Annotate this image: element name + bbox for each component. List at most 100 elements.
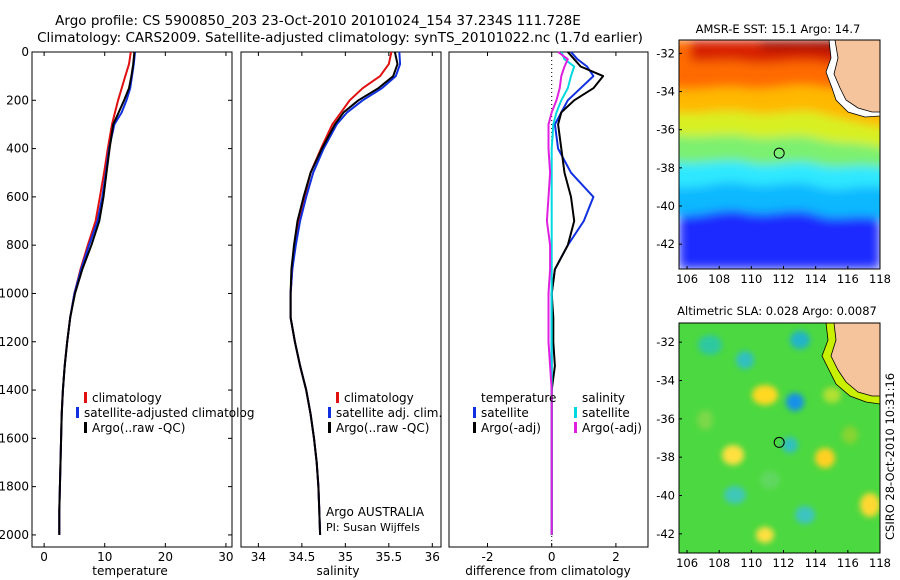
sst-map-frame <box>678 39 881 270</box>
map-y-tick-label: -38 <box>656 450 675 464</box>
x-tick-label: 20 <box>158 550 173 564</box>
sst-x-ticks: 106 108 110 112 114 116 118 <box>676 266 891 286</box>
legend-swatch-temp-satellite <box>473 407 476 418</box>
y-tick-label: 1200 <box>0 335 29 349</box>
series-line-argo-raw-qc- <box>58 51 136 535</box>
y-tick-label: 200 <box>6 93 29 107</box>
sst-map-panel: AMSR-E SST: 15.1 Argo: 14.7 106 108 1 <box>656 22 891 286</box>
temperature-y-ticks: 0 200 400 600 800 1000 1200 1400 1600 1800 2000 <box>0 45 232 542</box>
difference-x-label: difference from climatology <box>465 564 631 578</box>
legend-label-climatology: climatology <box>344 391 414 405</box>
y-tick-label: 1400 <box>0 383 29 397</box>
map-x-tick-label: 114 <box>805 556 827 570</box>
map-x-tick-label: 110 <box>740 272 762 286</box>
legend-swatch-satellite-adjusted <box>76 407 79 418</box>
temperature-legend: climatology satellite-adjusted climatolo… <box>76 391 254 435</box>
salinity-x-ticks: 34 34.5 35 35.5 36 <box>251 52 440 564</box>
annotation-pi: PI: Susan Wijffels <box>326 521 420 534</box>
x-tick-label: -2 <box>482 550 494 564</box>
legend-swatch-sal-satellite <box>574 407 577 418</box>
map-x-tick-label: 112 <box>773 272 795 286</box>
difference-legend: temperature satellite Argo(-adj) salinit… <box>473 391 642 435</box>
sla-argo-marker <box>773 436 785 448</box>
x-tick-label: 34.5 <box>289 550 316 564</box>
difference-panel: -2 0 2 difference from climatology tempera… <box>448 51 649 578</box>
map-x-tick-label: 114 <box>805 272 827 286</box>
series-line-satellite-adjusted-climatolog <box>58 51 136 535</box>
legend-label-sal-satellite: satellite <box>582 406 630 420</box>
sst-map-title: AMSR-E SST: 15.1 Argo: 14.7 <box>696 22 861 36</box>
sla-map-panel: Altimetric SLA: 0.028 Argo: 0.0087 <box>656 304 891 570</box>
salinity-axes-frame <box>240 51 442 548</box>
map-y-tick-label: -42 <box>656 237 675 251</box>
map-y-tick-label: -32 <box>656 46 675 60</box>
y-tick-label: 1600 <box>0 431 29 445</box>
sst-field <box>679 40 880 269</box>
map-y-tick-label: -32 <box>656 335 675 349</box>
legend-label-temp-satellite: satellite <box>481 406 529 420</box>
temperature-panel: 0 10 20 30 0 200 400 600 800 1000 1200 1400 1600 180… <box>0 45 254 578</box>
map-x-tick-label: 112 <box>773 556 795 570</box>
difference-x-ticks: -2 0 2 <box>482 52 620 564</box>
temperature-axes-frame <box>31 51 233 548</box>
legend-swatch-argo <box>328 422 331 433</box>
sst-y-ticks: -32 -34 -36 -38 -40 -42 <box>656 46 682 251</box>
legend-title-salinity: salinity <box>582 391 625 405</box>
annotation-argo-australia: Argo AUSTRALIA <box>326 505 425 519</box>
map-y-tick-label: -36 <box>656 412 675 426</box>
difference-axes-frame <box>448 51 649 548</box>
map-x-tick-label: 118 <box>869 272 891 286</box>
map-y-tick-label: -38 <box>656 161 675 175</box>
map-x-tick-label: 118 <box>869 556 891 570</box>
legend-label-satellite-adj: satellite adj. clim. <box>336 406 442 420</box>
map-y-tick-label: -34 <box>656 85 675 99</box>
map-y-tick-label: -34 <box>656 374 675 388</box>
series-line-temperature-argo-adj- <box>550 51 605 535</box>
map-x-tick-label: 116 <box>837 556 859 570</box>
y-tick-label: 600 <box>6 190 29 204</box>
y-tick-label: 800 <box>6 238 29 252</box>
x-tick-label: 30 <box>218 550 233 564</box>
temperature-lines <box>58 51 136 535</box>
legend-swatch-climatology <box>336 392 339 403</box>
x-tick-label: 2 <box>612 550 620 564</box>
sla-map-title: Altimetric SLA: 0.028 Argo: 0.0087 <box>677 304 877 318</box>
legend-swatch-argo <box>84 422 87 433</box>
y-tick-label: 400 <box>6 142 29 156</box>
figure-title-line2: Climatology: CARS2009. Satellite-adjuste… <box>37 30 643 46</box>
y-tick-label: 1000 <box>0 286 29 300</box>
legend-title-temperature: temperature <box>481 391 556 405</box>
map-x-tick-label: 106 <box>676 272 698 286</box>
y-tick-label: 2000 <box>0 528 29 542</box>
legend-label-satellite-adjusted: satellite-adjusted climatolog <box>84 406 254 420</box>
map-x-tick-label: 108 <box>708 556 730 570</box>
sla-land <box>830 323 880 397</box>
map-y-tick-label: -36 <box>656 123 675 137</box>
credit-label: CSIRO 28-Oct-2010 10:31:16 <box>883 373 897 540</box>
sst-land <box>833 40 880 113</box>
map-y-tick-label: -40 <box>656 199 675 213</box>
sla-map-frame <box>678 322 881 554</box>
series-line-climatology <box>289 51 393 535</box>
legend-label-climatology: climatology <box>92 391 162 405</box>
map-y-tick-label: -42 <box>656 527 675 541</box>
temperature-x-label: temperature <box>92 564 167 578</box>
temperature-x-ticks: 0 10 20 30 <box>40 52 234 564</box>
map-y-tick-label: -40 <box>656 489 675 503</box>
salinity-lines <box>289 51 402 535</box>
series-line-satellite-adj-clim- <box>289 51 402 535</box>
y-tick-label: 1800 <box>0 480 29 494</box>
series-line-climatology <box>58 51 132 535</box>
sla-field <box>679 323 880 553</box>
legend-swatch-temp-argo <box>473 422 476 433</box>
x-tick-label: 10 <box>97 550 112 564</box>
salinity-legend: climatology satellite adj. clim. Argo(..… <box>328 391 442 435</box>
figure-title-line1: Argo profile: CS 5900850_203 23-Oct-2010… <box>55 13 581 29</box>
x-tick-label: 34 <box>251 550 266 564</box>
salinity-panel: 34 34.5 35 35.5 36 salinity climatology sate… <box>240 51 442 578</box>
legend-swatch-satellite-adj <box>328 407 331 418</box>
difference-lines <box>545 51 605 535</box>
legend-swatch-sal-argo <box>574 422 577 433</box>
sla-y-ticks: -32 -34 -36 -38 -40 -42 <box>656 335 682 541</box>
